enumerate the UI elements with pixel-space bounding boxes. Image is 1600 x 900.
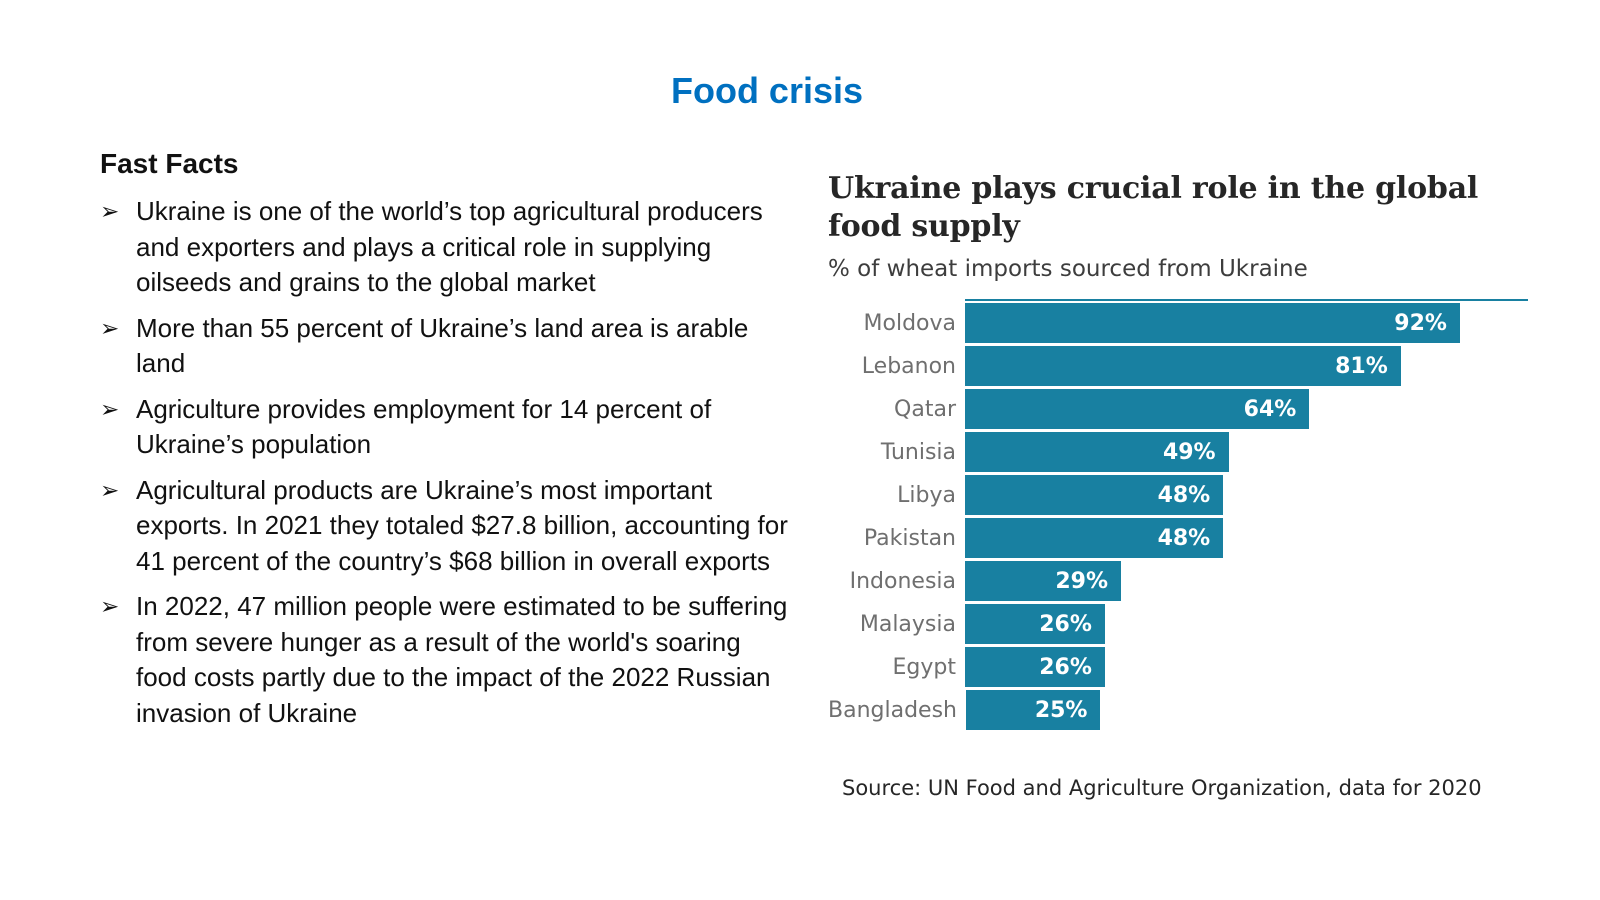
bar-row: Libya 48%	[828, 475, 1528, 515]
bar-value-label: 29%	[1055, 568, 1109, 594]
bullet-arrow-icon: ➢	[100, 593, 120, 619]
bar-category-label: Libya	[897, 482, 956, 508]
chart-title: Ukraine plays crucial role in the global…	[828, 171, 1479, 244]
bar-value-label: 49%	[1162, 439, 1216, 465]
bar: 49%	[965, 432, 1229, 472]
bar-track: 81%	[965, 346, 1503, 386]
bar: 25%	[965, 690, 1101, 730]
bar-track: 49%	[965, 432, 1503, 472]
bar-row: Indonesia 29%	[828, 561, 1528, 601]
bullet-text: Agriculture provides employment for 14 p…	[136, 393, 712, 460]
bar-category-label: Pakistan	[863, 525, 956, 551]
bar: 26%	[965, 647, 1105, 687]
fast-facts-bullet: ➢ Ukraine is one of the world’s top agric…	[100, 194, 790, 301]
bar-category-label: Egypt	[892, 654, 956, 680]
bullet-arrow-icon: ➢	[100, 314, 120, 341]
bar-category-label: Indonesia	[849, 568, 956, 594]
slide-title: Food crisis	[670, 70, 864, 111]
bar-category-label: Bangladesh	[828, 697, 957, 723]
fast-facts-heading: Fast Facts	[100, 148, 239, 179]
bar: 64%	[965, 389, 1310, 429]
chart-top-axis-line	[965, 299, 1528, 301]
bar-row: Bangladesh 25%	[828, 690, 1528, 730]
bar-value-label: 64%	[1243, 396, 1297, 422]
bar-value-label: 81%	[1335, 353, 1388, 379]
bullet-text: Agricultural products are Ukraine’s most…	[136, 474, 788, 576]
bar-category-label: Tunisia	[880, 439, 956, 465]
bar-value-label: 92%	[1394, 310, 1447, 336]
bullet-text: Ukraine is one of the world’s top agricu…	[136, 196, 763, 297]
bar: 26%	[965, 604, 1105, 644]
bar: 81%	[965, 346, 1401, 386]
bar-track: 26%	[965, 604, 1503, 644]
bar: 48%	[965, 475, 1224, 515]
bar-track: 25%	[965, 690, 1504, 730]
bar-row: Moldova 92%	[828, 303, 1528, 343]
bar-value-label: 26%	[1039, 611, 1092, 637]
bar-track: 48%	[965, 475, 1503, 515]
bar-track: 48%	[965, 518, 1503, 558]
chart-source: Source: UN Food and Agriculture Organiza…	[842, 776, 1482, 800]
bar-chart: Moldova 92% Lebanon 81% Qatar 64% Tunisia 49% Li…	[828, 299, 1528, 730]
bar-track: 26%	[965, 647, 1503, 687]
fast-facts-section: Fast Facts ➢ Ukraine is one of the world’…	[100, 148, 790, 741]
bar-row: Egypt 26%	[828, 647, 1528, 687]
bar: 92%	[965, 303, 1460, 343]
bar-category-label: Moldova	[863, 310, 956, 336]
chart-panel: Ukraine plays crucial role in the global…	[828, 170, 1528, 800]
chart-subtitle: % of wheat imports sourced from Ukraine	[828, 256, 1308, 282]
bar-category-label: Qatar	[894, 396, 956, 422]
bar-category-label: Malaysia	[859, 611, 956, 637]
bar-row: Qatar 64%	[828, 389, 1528, 429]
bar-row: Tunisia 49%	[828, 432, 1528, 472]
bar-value-label: 48%	[1157, 525, 1211, 551]
bullet-arrow-icon: ➢	[100, 476, 120, 503]
bar-track: 64%	[965, 389, 1503, 429]
bar-value-label: 26%	[1039, 654, 1092, 680]
fast-facts-bullet-list: ➢ Ukraine is one of the world’s top agric…	[100, 194, 790, 731]
fast-facts-bullet: ➢ More than 55 percent of Ukraine’s land …	[100, 311, 790, 382]
bar-category-label: Lebanon	[861, 353, 956, 379]
bullet-text: More than 55 percent of Ukraine’s land a…	[136, 312, 749, 379]
bar-row: Malaysia 26%	[828, 604, 1528, 644]
bar: 48%	[965, 518, 1224, 558]
bar-value-label: 48%	[1157, 482, 1211, 508]
fast-facts-bullet: ➢ Agricultural products are Ukraine’s mos…	[100, 473, 790, 580]
bullet-arrow-icon: ➢	[100, 395, 120, 422]
bar-track: 29%	[965, 561, 1503, 601]
bar-value-label: 25%	[1034, 697, 1088, 723]
bullet-text: In 2022, 47 million people were estimate…	[136, 591, 788, 728]
bar-row: Lebanon 81%	[828, 346, 1528, 386]
fast-facts-bullet: ➢ Agriculture provides employment for 14 …	[100, 392, 790, 463]
bar-row: Pakistan 48%	[828, 518, 1528, 558]
fast-facts-bullet: ➢ In 2022, 47 million people were estimat…	[100, 589, 790, 731]
bar: 29%	[965, 561, 1122, 601]
bullet-arrow-icon: ➢	[100, 198, 120, 224]
bar-track: 92%	[965, 303, 1503, 343]
